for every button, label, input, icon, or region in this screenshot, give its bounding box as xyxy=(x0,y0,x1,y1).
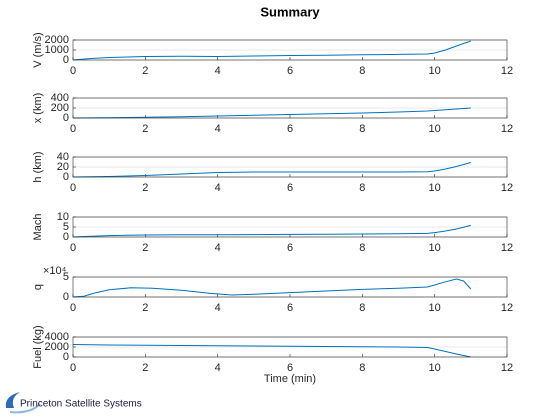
y-axis-label: V (m/s) xyxy=(32,32,44,67)
x-tick-label: 6 xyxy=(287,65,293,77)
axes-box xyxy=(72,156,508,178)
x-tick-label: 10 xyxy=(429,65,441,77)
axes-box xyxy=(72,97,508,119)
y-axis-label: Mach xyxy=(32,214,44,241)
y-tick-label: 20 xyxy=(57,161,69,173)
x-tick-label: 12 xyxy=(501,362,513,374)
chart-title: Summary xyxy=(260,4,320,19)
y-tick-label: 0 xyxy=(63,231,69,243)
x-tick-label: 8 xyxy=(359,182,365,194)
line xyxy=(72,344,471,358)
y-axis-label: Fuel (kg) xyxy=(32,325,44,368)
y-tick-label: 200 xyxy=(51,102,69,114)
y-tick-label: 0 xyxy=(63,54,69,66)
x-tick-label: 2 xyxy=(142,302,148,314)
x-tick-label: 2 xyxy=(142,242,148,254)
x-tick-label: 4 xyxy=(215,242,221,254)
x-tick-label: 10 xyxy=(429,123,441,135)
x-tick-label: 2 xyxy=(142,123,148,135)
x-tick-label: 0 xyxy=(70,65,76,77)
y-tick-label: 0 xyxy=(63,112,69,124)
x-tick-label: 4 xyxy=(215,123,221,135)
plot-area xyxy=(73,277,507,297)
x-tick-label: 12 xyxy=(501,182,513,194)
x-tick-label: 8 xyxy=(359,123,365,135)
y-tick-label: 0 xyxy=(63,351,69,363)
x-tick-label: 0 xyxy=(70,302,76,314)
y-axis-label: x (km) xyxy=(32,93,44,124)
y-tick-label: 40 xyxy=(57,151,69,163)
x-tick-label: 10 xyxy=(429,362,441,374)
x-tick-label: 10 xyxy=(429,242,441,254)
x-tick-label: 0 xyxy=(70,362,76,374)
x-tick-label: 4 xyxy=(215,182,221,194)
line xyxy=(72,224,471,238)
logo: Princeton Satellite Systems xyxy=(5,392,142,414)
x-tick-label: 2 xyxy=(142,362,148,374)
y-exponent: ×10⁴ xyxy=(43,265,67,277)
x-tick-label: 6 xyxy=(287,182,293,194)
x-tick-label: 8 xyxy=(359,362,365,374)
x-tick-label: 0 xyxy=(70,242,76,254)
logo-text: Princeton Satellite Systems xyxy=(20,399,142,410)
x-tick-label: 6 xyxy=(287,242,293,254)
x-axis-label: Time (min) xyxy=(264,373,316,385)
y-tick-label: 2000 xyxy=(45,341,69,353)
x-tick-label: 2 xyxy=(142,65,148,77)
axes-box xyxy=(72,276,508,298)
x-tick-label: 6 xyxy=(287,302,293,314)
x-tick-label: 6 xyxy=(287,362,293,374)
x-tick-label: 6 xyxy=(287,123,293,135)
x-tick-label: 12 xyxy=(501,242,513,254)
x-tick-label: 2 xyxy=(142,182,148,194)
y-tick-label: 2000 xyxy=(45,34,69,46)
x-tick-label: 10 xyxy=(429,302,441,314)
y-tick-label: 0 xyxy=(63,291,69,303)
y-tick-label: 5 xyxy=(63,271,69,283)
logo-mark xyxy=(5,392,20,408)
y-tick-label: 1000 xyxy=(45,44,69,56)
line xyxy=(72,107,471,119)
line xyxy=(72,162,471,178)
line xyxy=(72,40,471,61)
x-tick-label: 4 xyxy=(215,65,221,77)
subplot: 0 5 0 2 4 6 8 10 12 ×10⁴ q xyxy=(32,265,513,314)
axes-box xyxy=(72,39,508,61)
logo-swoosh xyxy=(9,403,41,414)
axes-box xyxy=(72,336,508,358)
y-tick-label: 10 xyxy=(57,211,69,223)
y-axis-label: h (km) xyxy=(32,151,44,182)
x-tick-label: 8 xyxy=(359,242,365,254)
y-tick-label: 4000 xyxy=(45,331,69,343)
x-tick-label: 12 xyxy=(501,302,513,314)
line xyxy=(72,278,472,298)
x-tick-label: 8 xyxy=(359,65,365,77)
x-tick-label: 12 xyxy=(501,123,513,135)
x-tick-label: 4 xyxy=(215,362,221,374)
y-axis-label: q xyxy=(32,284,44,290)
y-tick-label: 5 xyxy=(63,221,69,233)
y-tick-label: 0 xyxy=(63,171,69,183)
axes-box xyxy=(72,216,508,238)
x-tick-label: 10 xyxy=(429,182,441,194)
y-tick-label: 400 xyxy=(51,92,69,104)
x-tick-label: 12 xyxy=(501,65,513,77)
x-tick-label: 8 xyxy=(359,302,365,314)
x-tick-label: 0 xyxy=(70,123,76,135)
x-tick-label: 4 xyxy=(215,302,221,314)
x-tick-label: 0 xyxy=(70,182,76,194)
